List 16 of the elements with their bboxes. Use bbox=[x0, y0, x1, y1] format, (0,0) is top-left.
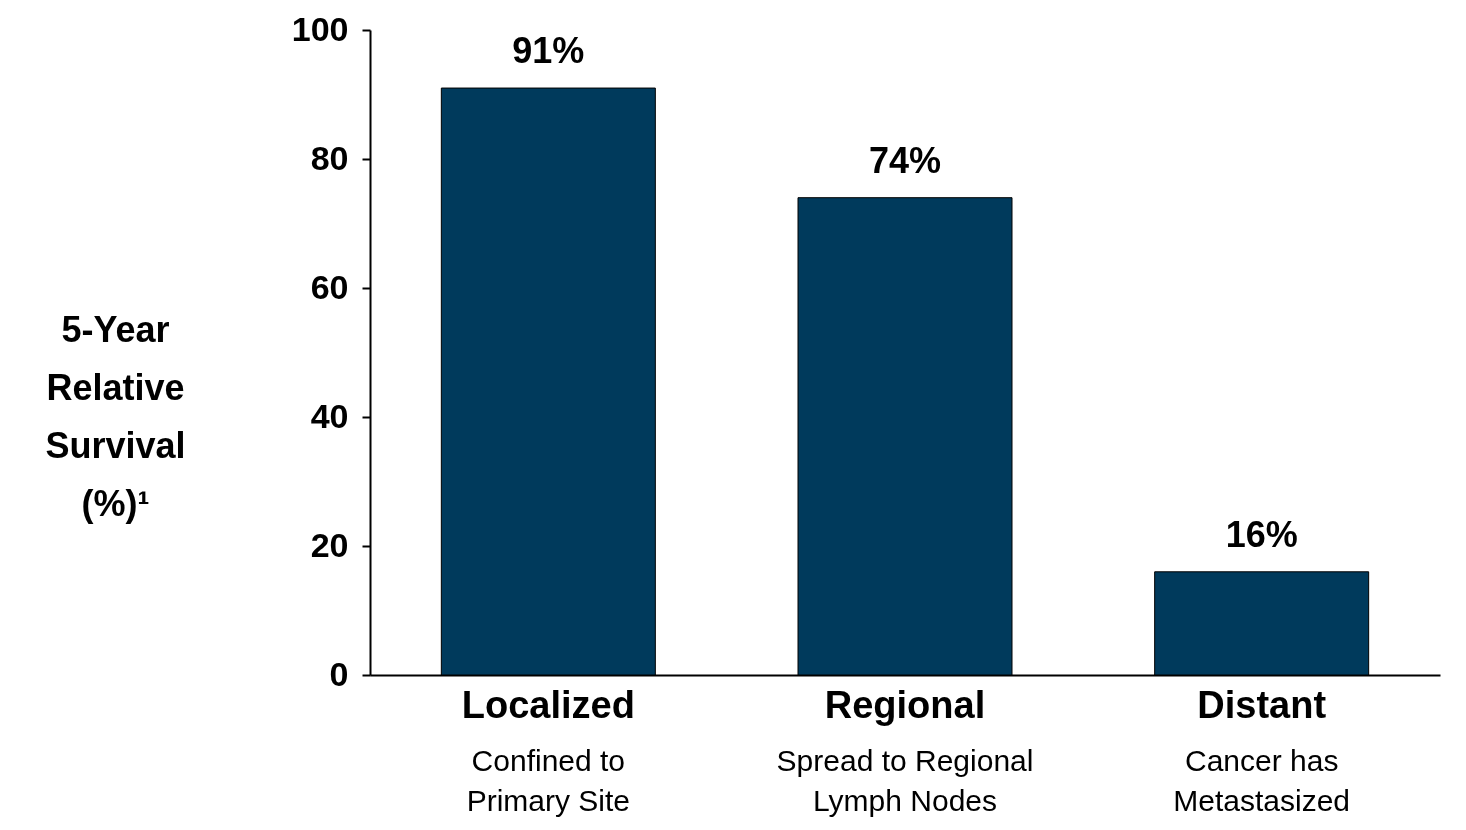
y-tick-label: 80 bbox=[310, 138, 349, 177]
x-tick-label: Distant bbox=[1197, 683, 1327, 726]
y-tick-label: 0 bbox=[329, 654, 349, 693]
y-axis-title: 5-Year Relative Survival (%)¹ bbox=[45, 308, 186, 524]
y-tick-label: 40 bbox=[310, 396, 349, 435]
text: Spread to Regional Lymph Nodes bbox=[776, 744, 1034, 817]
data-label: 74% bbox=[868, 139, 942, 181]
x-tick-label: Regional bbox=[824, 683, 986, 726]
data-label: 91% bbox=[512, 30, 585, 72]
y-tick-label: 100 bbox=[291, 9, 349, 48]
text: Cancer has Metastasized bbox=[1173, 744, 1351, 817]
y-tick-label: 20 bbox=[310, 525, 349, 564]
x-tick-label: Localized bbox=[461, 683, 635, 726]
y-tick-label: 60 bbox=[310, 267, 349, 306]
text: Confined to Primary Site bbox=[466, 744, 631, 817]
data-label: 16% bbox=[1225, 513, 1298, 555]
